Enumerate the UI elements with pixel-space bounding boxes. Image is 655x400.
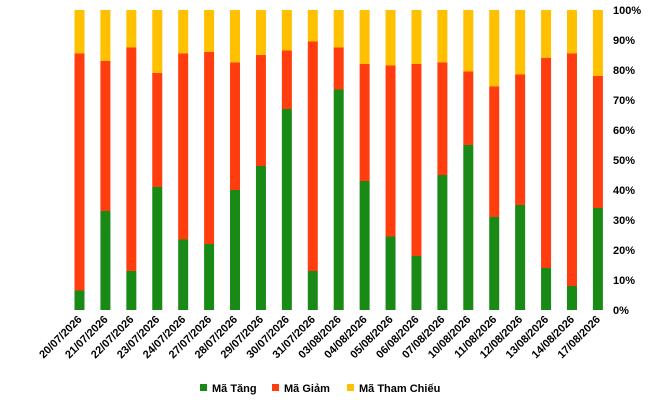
bar-segment-s1-c16	[489, 86, 500, 217]
bar-segment-s1-c15	[463, 71, 474, 145]
bar-segment-s1-c6	[230, 62, 241, 190]
bar-segment-s0-c16	[489, 217, 500, 310]
bar-segment-s2-c13	[411, 10, 422, 64]
bar-segment-s0-c13	[411, 256, 422, 310]
y-tick-label: 50%	[613, 155, 635, 167]
bar-segment-s1-c5	[204, 52, 215, 244]
bar-segment-s0-c3	[152, 187, 163, 310]
bar-segment-s1-c0	[74, 53, 85, 291]
bar-segment-s2-c6	[230, 10, 241, 63]
bar-segment-s0-c17	[515, 205, 526, 310]
bar-segment-s0-c0	[74, 290, 85, 310]
y-tick-label: 80%	[613, 65, 635, 77]
y-tick-label: 20%	[613, 245, 635, 257]
y-tick-label: 0%	[613, 305, 629, 317]
legend-label-1: Mã Giảm	[284, 383, 330, 395]
bar-segment-s1-c1	[100, 61, 111, 211]
bar-segment-s2-c2	[126, 10, 137, 48]
bar-segment-s1-c10	[333, 47, 344, 90]
legend-swatch-1	[272, 384, 279, 391]
bar-segment-s1-c4	[178, 53, 189, 240]
bar-segment-s1-c20	[592, 76, 603, 208]
bar-segment-s0-c11	[359, 181, 370, 310]
bar-segment-s2-c1	[100, 10, 111, 61]
bar-segment-s1-c13	[411, 64, 422, 256]
bar-segment-s0-c19	[566, 286, 577, 310]
bar-segment-s2-c11	[359, 10, 370, 64]
bar-segment-s0-c7	[255, 166, 266, 310]
bar-segment-s2-c5	[204, 10, 215, 52]
bar-segment-s1-c9	[307, 41, 318, 271]
bars-layer	[74, 10, 603, 310]
bar-segment-s0-c14	[437, 175, 448, 310]
legend-swatch-0	[200, 384, 207, 391]
bar-segment-s1-c8	[281, 50, 292, 109]
y-tick-label: 90%	[613, 35, 635, 47]
bar-segment-s2-c7	[255, 10, 266, 55]
bar-segment-s0-c12	[385, 236, 396, 310]
y-tick-label: 10%	[613, 275, 635, 287]
bar-segment-s0-c5	[204, 244, 215, 310]
bar-segment-s2-c20	[592, 10, 603, 76]
bar-segment-s0-c1	[100, 211, 111, 310]
bar-segment-s2-c16	[489, 10, 500, 87]
y-tick-label: 100%	[613, 5, 641, 17]
y-tick-label: 70%	[613, 95, 635, 107]
bar-segment-s1-c3	[152, 73, 163, 187]
bar-segment-s0-c8	[281, 109, 292, 310]
legend-swatch-2	[347, 384, 354, 391]
bar-segment-s0-c4	[178, 239, 189, 310]
y-tick-label: 30%	[613, 215, 635, 227]
y-axis-tick-labels: 0% 10% 20% 30% 40% 50% 60% 70% 80% 90% 100%	[613, 5, 641, 317]
bar-segment-s1-c14	[437, 62, 448, 175]
bar-segment-s2-c18	[541, 10, 552, 58]
y-tick-label: 40%	[613, 185, 635, 197]
bar-segment-s2-c12	[385, 10, 396, 66]
bar-segment-s1-c19	[566, 53, 577, 286]
y-tick-label: 60%	[613, 125, 635, 137]
bar-segment-s2-c19	[566, 10, 577, 54]
bar-segment-s2-c8	[281, 10, 292, 51]
legend: Mã Tăng Mã Giảm Mã Tham Chiếu	[200, 383, 440, 395]
bar-segment-s1-c18	[541, 58, 552, 268]
bar-segment-s1-c7	[255, 55, 266, 166]
bar-segment-s0-c2	[126, 271, 137, 310]
legend-label-2: Mã Tham Chiếu	[359, 383, 440, 395]
x-axis-tick-labels: 20/07/202621/07/202622/07/202623/07/2026…	[37, 314, 603, 361]
bar-segment-s0-c10	[333, 89, 344, 310]
bar-segment-s0-c18	[541, 268, 552, 310]
bar-segment-s2-c4	[178, 10, 189, 54]
bar-segment-s0-c15	[463, 145, 474, 310]
bar-segment-s1-c11	[359, 64, 370, 181]
bar-segment-s0-c6	[230, 190, 241, 310]
bar-segment-s2-c15	[463, 10, 474, 72]
bar-segment-s2-c0	[74, 10, 85, 54]
legend-label-0: Mã Tăng	[212, 383, 257, 395]
bar-segment-s1-c17	[515, 74, 526, 205]
bar-segment-s0-c9	[307, 271, 318, 310]
bar-segment-s2-c9	[307, 10, 318, 42]
bar-segment-s2-c17	[515, 10, 526, 75]
bar-segment-s1-c12	[385, 65, 396, 237]
bar-segment-s0-c20	[592, 208, 603, 310]
bar-segment-s2-c14	[437, 10, 448, 63]
bar-segment-s2-c3	[152, 10, 163, 73]
bar-segment-s2-c10	[333, 10, 344, 48]
bar-segment-s1-c2	[126, 47, 137, 271]
